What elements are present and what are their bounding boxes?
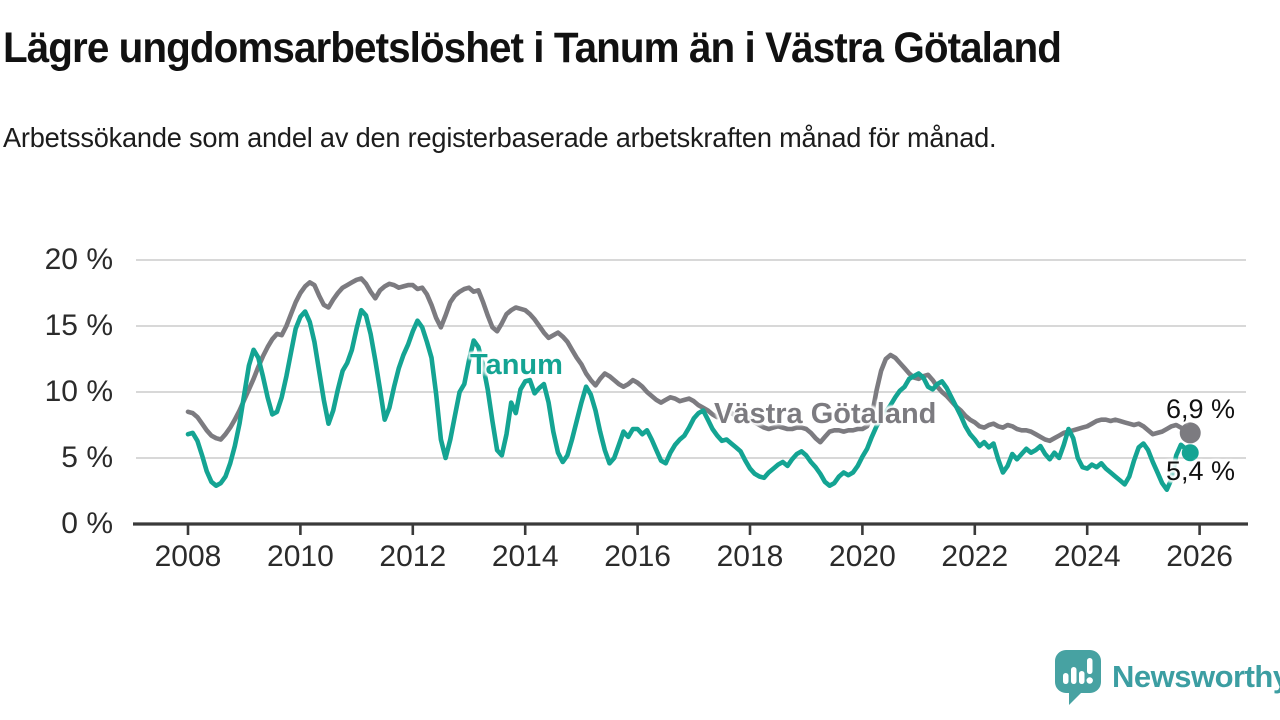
newsworthy-logo-icon xyxy=(1055,650,1101,705)
end-value-label-tanum: 5,4 % xyxy=(1166,456,1236,486)
x-axis-tick-label: 2016 xyxy=(604,540,671,573)
y-axis-tick-label: 15 % xyxy=(44,309,113,342)
series-label-tanum: Tanum xyxy=(470,349,563,381)
x-axis-tick-label: 2020 xyxy=(829,540,896,573)
x-axis-tick-label: 2018 xyxy=(716,540,784,573)
y-axis-tick-label: 0 % xyxy=(61,507,113,540)
x-axis-tick-label: 2008 xyxy=(154,540,222,573)
x-axis-tick-label: 2014 xyxy=(491,540,559,573)
x-axis-tick-label: 2024 xyxy=(1053,540,1121,573)
brand-name: Newsworthy xyxy=(1112,659,1280,694)
x-axis-tick-label: 2010 xyxy=(267,540,334,573)
y-axis-tick-label: 10 % xyxy=(44,375,113,408)
series-line-tanum xyxy=(185,307,1193,493)
x-axis-tick-label: 2022 xyxy=(941,540,1009,573)
series-line-vastra-gotaland xyxy=(185,276,1193,445)
newsworthy-brand: Newsworthy xyxy=(1054,648,1280,706)
end-dot-vastra-gotaland xyxy=(1179,422,1201,444)
end-value-label-vastra-gotaland: 6,9 % xyxy=(1166,394,1236,424)
x-axis-tick-label: 2012 xyxy=(379,540,447,573)
page-title: Lägre ungdomsarbetslöshet i Tanum än i V… xyxy=(3,24,1062,72)
series-label-vastra-gotaland: Västra Götaland xyxy=(714,398,937,430)
chart-subtitle: Arbetssökande som andel av den registerb… xyxy=(3,122,997,153)
x-axis-tick-label: 2026 xyxy=(1166,540,1233,573)
end-dot-tanum xyxy=(1181,444,1199,462)
y-axis-tick-label: 20 % xyxy=(44,243,113,276)
y-axis-tick-label: 5 % xyxy=(61,441,113,474)
